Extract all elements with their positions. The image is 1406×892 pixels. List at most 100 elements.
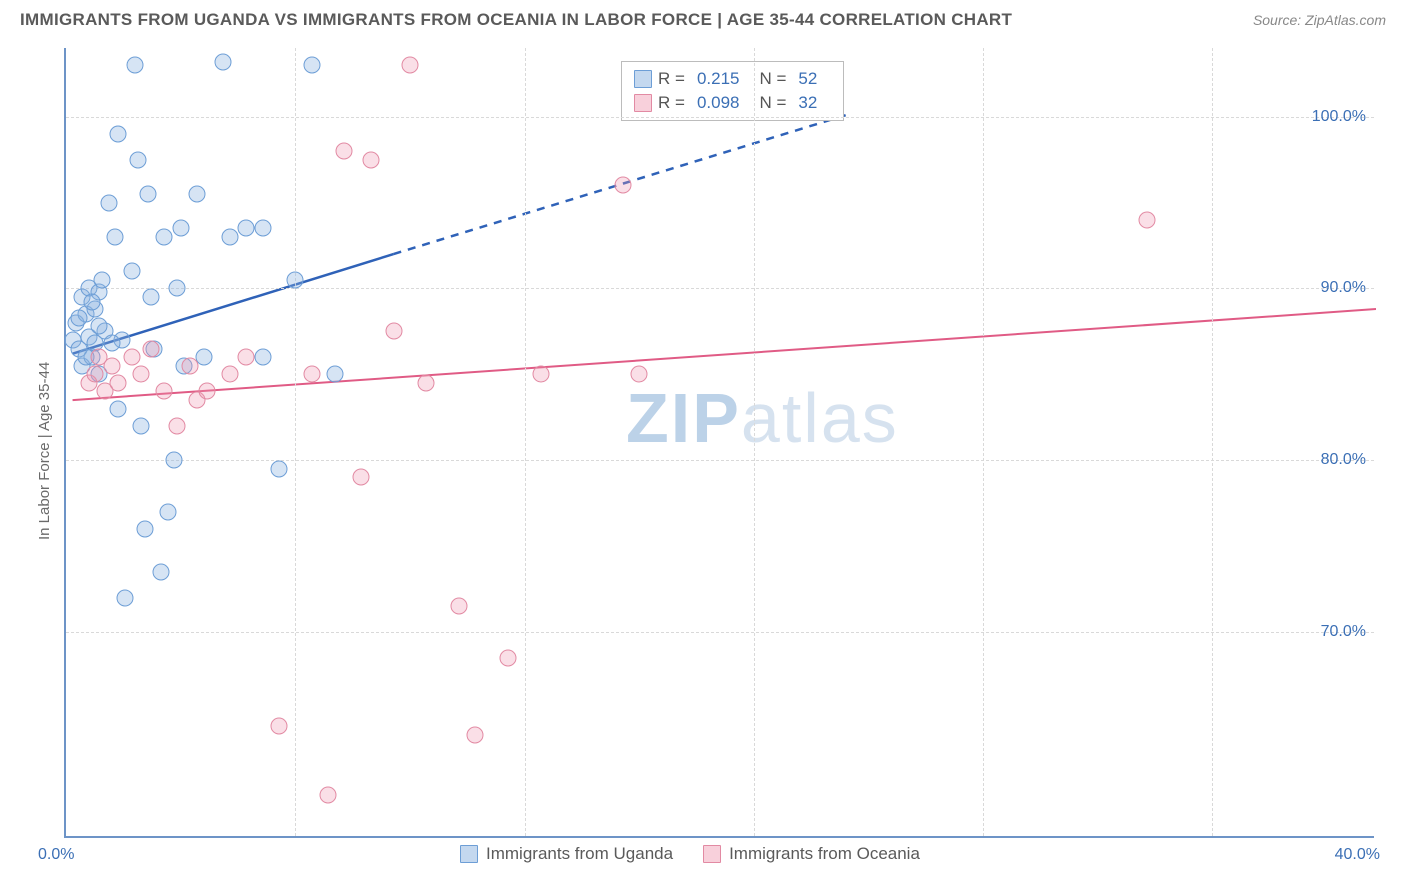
data-point-b [418, 374, 435, 391]
data-point-b [133, 366, 150, 383]
data-point-a [215, 53, 232, 70]
data-point-b [238, 349, 255, 366]
data-point-a [166, 452, 183, 469]
data-point-a [123, 263, 140, 280]
data-point-a [303, 57, 320, 74]
data-point-b [143, 340, 160, 357]
data-point-b [156, 383, 173, 400]
data-point-b [182, 357, 199, 374]
gridline-v [983, 48, 984, 836]
y-tick-label: 100.0% [1312, 108, 1366, 126]
data-point-a [94, 271, 111, 288]
watermark-light: atlas [741, 379, 899, 457]
swatch-uganda-icon [460, 845, 478, 863]
data-point-a [126, 57, 143, 74]
data-point-a [107, 228, 124, 245]
data-point-b [467, 726, 484, 743]
swatch-uganda-icon [634, 70, 652, 88]
data-point-a [71, 309, 88, 326]
gridline-h [66, 632, 1374, 633]
gridline-v [754, 48, 755, 836]
data-point-a [130, 151, 147, 168]
legend-item-uganda: Immigrants from Uganda [460, 844, 673, 864]
legend-row-uganda: R = 0.215 N = 52 [634, 67, 831, 91]
data-point-b [110, 374, 127, 391]
data-point-b [303, 366, 320, 383]
data-point-a [189, 185, 206, 202]
data-point-a [84, 294, 101, 311]
gridline-v [525, 48, 526, 836]
data-point-a [270, 460, 287, 477]
data-point-b [103, 357, 120, 374]
gridline-h [66, 460, 1374, 461]
watermark: ZIPatlas [626, 378, 899, 458]
legend-item-oceania: Immigrants from Oceania [703, 844, 920, 864]
data-point-b [451, 598, 468, 615]
x-axis-start-label: 0.0% [38, 846, 74, 864]
data-point-b [500, 649, 517, 666]
data-point-a [238, 220, 255, 237]
y-axis-label: In Labor Force | Age 35-44 [36, 362, 53, 540]
data-point-a [136, 520, 153, 537]
gridline-v [1212, 48, 1213, 836]
regression-lines [66, 48, 1376, 838]
data-point-a [103, 335, 120, 352]
data-point-a [133, 417, 150, 434]
data-point-a [156, 228, 173, 245]
data-point-a [287, 271, 304, 288]
data-point-b [270, 718, 287, 735]
legend-n-label: N = [759, 67, 786, 91]
data-point-a [254, 349, 271, 366]
data-point-a [169, 280, 186, 297]
legend-label-oceania: Immigrants from Oceania [729, 844, 920, 864]
swatch-oceania-icon [634, 94, 652, 112]
data-point-b [320, 787, 337, 804]
data-point-a [100, 194, 117, 211]
y-tick-label: 80.0% [1321, 451, 1366, 469]
legend-label-uganda: Immigrants from Uganda [486, 844, 673, 864]
swatch-oceania-icon [703, 845, 721, 863]
data-point-a [139, 185, 156, 202]
data-point-b [614, 177, 631, 194]
chart-container: ZIPatlas R = 0.215 N = 52 R = 0.098 N = … [20, 40, 1390, 880]
legend-r-value-oceania: 0.098 [697, 91, 740, 115]
data-point-b [532, 366, 549, 383]
legend-r-label: R = [658, 91, 685, 115]
data-point-a [110, 125, 127, 142]
legend-n-label: N = [759, 91, 786, 115]
legend-r-label: R = [658, 67, 685, 91]
gridline-v [295, 48, 296, 836]
data-point-b [336, 143, 353, 160]
data-point-b [198, 383, 215, 400]
y-tick-label: 70.0% [1321, 623, 1366, 641]
data-point-a [326, 366, 343, 383]
data-point-b [87, 366, 104, 383]
chart-title: IMMIGRANTS FROM UGANDA VS IMMIGRANTS FRO… [20, 10, 1012, 30]
data-point-a [221, 228, 238, 245]
data-point-a [172, 220, 189, 237]
data-point-b [1138, 211, 1155, 228]
plot-area: ZIPatlas R = 0.215 N = 52 R = 0.098 N = … [64, 48, 1374, 838]
legend-r-value-uganda: 0.215 [697, 67, 740, 91]
data-point-b [169, 417, 186, 434]
data-point-b [123, 349, 140, 366]
data-point-a [90, 318, 107, 335]
data-point-b [221, 366, 238, 383]
y-tick-label: 90.0% [1321, 279, 1366, 297]
legend-row-oceania: R = 0.098 N = 32 [634, 91, 831, 115]
gridline-h [66, 117, 1374, 118]
source-attribution: Source: ZipAtlas.com [1253, 12, 1386, 28]
bottom-legend: Immigrants from Uganda Immigrants from O… [460, 844, 920, 864]
data-point-a [159, 503, 176, 520]
watermark-bold: ZIP [626, 379, 741, 457]
legend-n-value-uganda: 52 [798, 67, 817, 91]
data-point-a [254, 220, 271, 237]
data-point-a [152, 563, 169, 580]
data-point-b [352, 469, 369, 486]
data-point-b [362, 151, 379, 168]
legend-n-value-oceania: 32 [798, 91, 817, 115]
x-axis-end-label: 40.0% [1335, 846, 1380, 864]
data-point-a [143, 289, 160, 306]
data-point-a [116, 589, 133, 606]
legend-stats-box: R = 0.215 N = 52 R = 0.098 N = 32 [621, 61, 844, 121]
